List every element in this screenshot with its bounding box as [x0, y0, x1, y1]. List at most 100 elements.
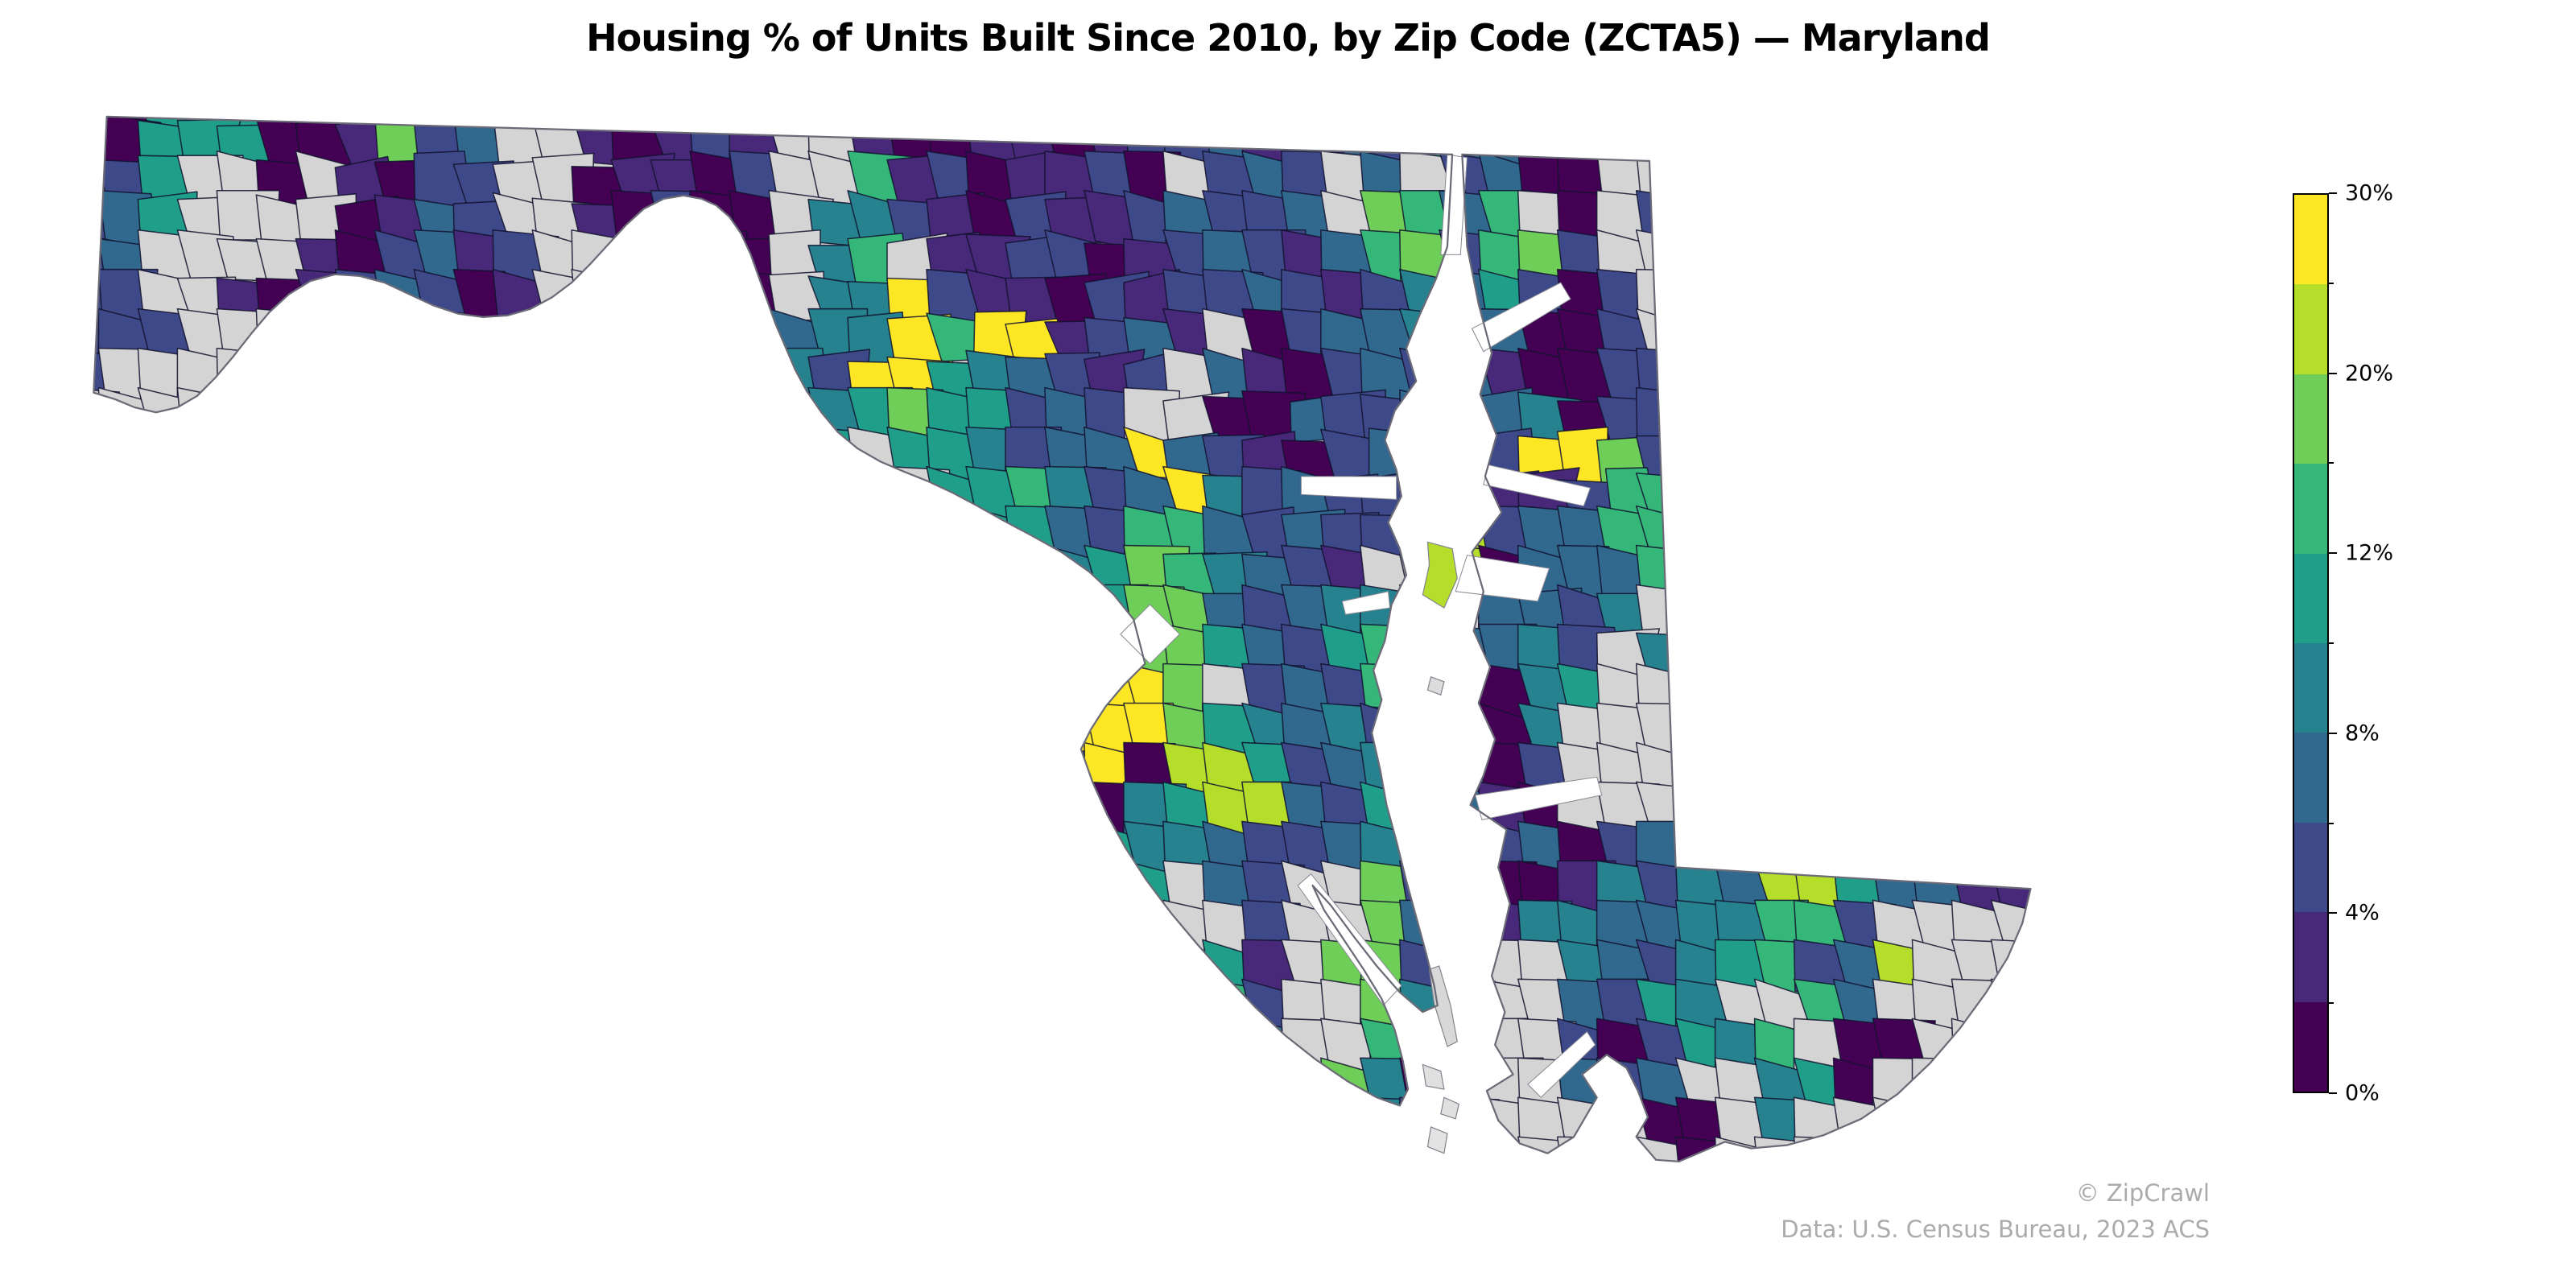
zip-region — [93, 702, 125, 765]
zip-region — [176, 781, 243, 838]
zip-region — [847, 899, 909, 954]
zip-region — [1911, 150, 1972, 211]
zip-region — [255, 781, 317, 845]
zip-region — [531, 386, 597, 446]
zip-region — [650, 820, 716, 881]
zip-region — [374, 544, 431, 611]
zip-region — [334, 505, 398, 572]
zip-region — [492, 544, 553, 611]
zip-region — [255, 1057, 320, 1115]
zip-region — [492, 978, 554, 1040]
zip-region — [689, 280, 753, 332]
zip-region — [176, 1096, 237, 1151]
colorbar-tick-mark — [2329, 552, 2337, 555]
zip-region — [97, 505, 161, 566]
zip-region — [729, 505, 794, 562]
zip-region — [1832, 116, 1899, 139]
zip-region — [1241, 1096, 1302, 1161]
zip-region — [1407, 437, 1453, 492]
zip-region — [492, 663, 551, 725]
zip-region — [1044, 899, 1102, 965]
zip-region — [1399, 702, 1463, 766]
zip-region — [492, 741, 544, 806]
zip-region — [1044, 860, 1106, 921]
zip-region — [1832, 347, 1898, 411]
zip-region — [571, 116, 627, 139]
zip-region — [1951, 150, 2018, 213]
zip-region — [571, 663, 635, 727]
zip-region — [93, 741, 125, 797]
zip-region — [413, 426, 470, 489]
zip-region — [1990, 1096, 2031, 1155]
zip-region — [295, 544, 359, 612]
zip-region — [1753, 308, 1820, 374]
zip-region — [807, 584, 866, 647]
zip-region — [1714, 547, 1781, 610]
zip-region — [650, 623, 712, 684]
zip-region — [1044, 939, 1112, 1005]
zip-region — [93, 544, 116, 612]
zip-region — [1399, 116, 1461, 134]
colorbar-tick-mark — [2329, 192, 2337, 194]
zip-region — [926, 116, 990, 131]
zip-region — [571, 308, 631, 371]
colorbar-tick-label: 12% — [2345, 540, 2394, 566]
zip-region — [847, 584, 911, 644]
zip-region — [807, 702, 874, 766]
zip-region — [1990, 474, 2031, 523]
zip-region — [413, 465, 477, 526]
zip-region — [1832, 663, 1896, 723]
zip-region — [689, 702, 751, 766]
zip-region — [1596, 116, 1649, 138]
zip-region — [137, 1057, 201, 1115]
zip-region — [413, 584, 477, 647]
zip-region — [255, 1018, 321, 1075]
zip-region — [492, 1057, 545, 1116]
zip-region — [571, 544, 633, 609]
zip-region — [1714, 741, 1780, 803]
zip-region — [176, 978, 237, 1036]
zip-region — [689, 1096, 750, 1162]
zip-region — [1793, 702, 1857, 754]
zip-region — [610, 623, 677, 681]
bloodsworth-island — [1422, 1063, 1445, 1090]
zip-region — [1990, 820, 2031, 879]
zip-region — [1556, 1096, 1623, 1155]
zip-region — [729, 860, 793, 927]
zip-region — [374, 584, 438, 648]
colorbar-band — [2294, 912, 2327, 1002]
zip-region — [768, 702, 832, 763]
zip-region — [452, 899, 514, 965]
zip-region — [689, 584, 753, 651]
zip-region — [1793, 150, 1853, 217]
zip-region — [1911, 741, 1971, 802]
zip-region — [571, 939, 638, 1000]
zip-region — [610, 544, 678, 605]
zip-region — [295, 860, 352, 920]
zip-region — [847, 939, 914, 1002]
zip-region — [1044, 584, 1104, 651]
zip-region — [334, 544, 386, 604]
zip-region — [216, 623, 282, 684]
zip-region — [655, 231, 716, 285]
zip-region — [452, 1018, 519, 1083]
zip-region — [1162, 978, 1222, 1042]
zip-region — [295, 465, 361, 529]
zip-region — [255, 426, 323, 483]
colorbar-tick-mark — [2329, 732, 2337, 734]
zip-region — [1990, 116, 2031, 139]
zip-region — [255, 939, 316, 997]
zip-region — [1911, 426, 1978, 492]
zip-region — [1674, 623, 1729, 683]
zip-region — [452, 426, 517, 489]
zip-region — [1320, 1096, 1380, 1162]
zip-region — [295, 623, 353, 691]
zip-region — [807, 741, 872, 804]
zip-region — [965, 781, 1024, 844]
zip-region — [847, 820, 900, 887]
zip-region — [1793, 189, 1860, 258]
zip-region — [1911, 229, 1972, 291]
zip-region — [492, 584, 547, 650]
zip-region — [1044, 1057, 1104, 1115]
zip-region — [255, 1096, 320, 1162]
